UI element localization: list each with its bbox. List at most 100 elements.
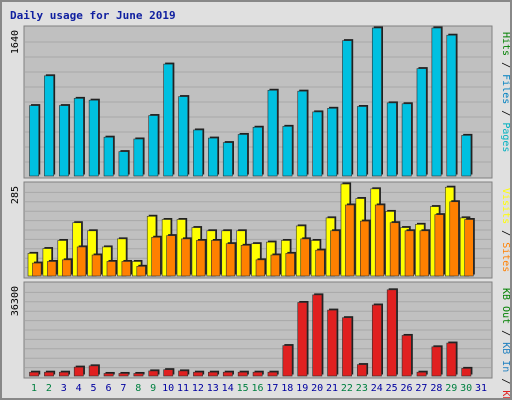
x-tick-label-day-16: 16 xyxy=(251,383,263,394)
legend-item: Sites xyxy=(500,242,510,272)
bar-hits-day-7 xyxy=(118,151,129,177)
bar-hits-day-17 xyxy=(267,89,278,177)
bar-kb-f-day-21 xyxy=(327,309,338,377)
bar-kb-f-day-25 xyxy=(386,289,397,377)
y-tick-label-bottom: 36300 xyxy=(10,286,21,316)
bar-hits-day-30 xyxy=(461,135,472,177)
bar-kb-f-day-29 xyxy=(446,342,457,377)
bar-hits-day-12 xyxy=(193,129,203,177)
bar-kb-f-day-3 xyxy=(58,371,69,377)
bar-hits-day-24 xyxy=(371,27,382,177)
bar-sites-day-12 xyxy=(196,240,206,277)
bar-kb-f-day-15 xyxy=(237,371,248,377)
x-tick-label-day-3: 3 xyxy=(61,383,67,394)
bar-kb-f-day-12 xyxy=(193,371,203,377)
bar-sites-day-13 xyxy=(211,240,221,277)
bar-hits-day-20 xyxy=(312,111,323,177)
bar-kb-f-day-24 xyxy=(371,304,382,377)
x-tick-label-day-30: 30 xyxy=(460,383,472,394)
bar-sites-day-7 xyxy=(121,261,131,277)
bar-kb-f-day-17 xyxy=(267,371,278,377)
y-tick-label-top: 1640 xyxy=(10,30,21,54)
bar-sites-day-16 xyxy=(255,259,265,277)
x-tick-label-day-27: 27 xyxy=(415,383,427,394)
bar-hits-day-25 xyxy=(386,102,397,177)
bar-hits-day-27 xyxy=(416,68,427,177)
x-tick-label-day-1: 1 xyxy=(31,383,37,394)
bar-hits-day-15 xyxy=(237,134,248,177)
bar-hits-day-23 xyxy=(357,106,367,177)
bar-kb-f-day-8 xyxy=(133,373,144,377)
bar-hits-day-16 xyxy=(252,126,263,177)
bar-kb-f-day-27 xyxy=(416,371,427,377)
x-tick-label-day-14: 14 xyxy=(222,383,234,394)
x-tick-label-day-21: 21 xyxy=(326,383,338,394)
bar-kb-f-day-30 xyxy=(461,368,472,377)
bar-sites-day-26 xyxy=(404,230,414,277)
x-tick-label-day-13: 13 xyxy=(207,383,219,394)
bar-kb-f-day-7 xyxy=(118,373,129,377)
x-tick-label-day-5: 5 xyxy=(91,383,97,394)
x-tick-label-day-24: 24 xyxy=(371,383,383,394)
bar-sites-day-5 xyxy=(91,254,102,277)
bar-kb-f-day-18 xyxy=(282,345,293,377)
bar-hits-day-19 xyxy=(297,90,308,177)
bar-sites-day-21 xyxy=(330,230,340,277)
bar-hits-day-14 xyxy=(222,142,233,177)
x-tick-label-day-28: 28 xyxy=(430,383,442,394)
x-tick-label-day-25: 25 xyxy=(386,383,398,394)
bar-kb-f-day-1 xyxy=(29,371,40,377)
x-tick-label-day-2: 2 xyxy=(46,383,52,394)
bar-hits-day-2 xyxy=(44,75,54,177)
bar-hits-day-28 xyxy=(431,27,442,177)
bar-sites-day-28 xyxy=(434,214,444,277)
bar-sites-day-3 xyxy=(61,259,72,277)
bar-hits-day-3 xyxy=(58,105,69,177)
bar-hits-day-26 xyxy=(401,103,412,177)
x-tick-label-day-7: 7 xyxy=(120,383,126,394)
x-tick-label-day-17: 17 xyxy=(266,383,278,394)
legend-top: Hits / Files / Pages xyxy=(500,32,510,152)
bar-kb-f-day-23 xyxy=(357,364,367,377)
legend-bottom: KB Out / KB In / KB F xyxy=(500,288,510,398)
bar-hits-day-21 xyxy=(327,108,338,177)
bar-hits-day-9 xyxy=(148,115,159,177)
y-tick-label-middle: 285 xyxy=(10,186,21,204)
bar-kb-f-day-20 xyxy=(312,294,323,377)
bar-sites-day-18 xyxy=(285,253,295,277)
bar-sites-day-11 xyxy=(181,238,191,277)
bar-sites-day-20 xyxy=(315,249,325,277)
bar-hits-day-13 xyxy=(208,137,218,177)
bar-kb-f-day-26 xyxy=(401,335,412,377)
bar-hits-day-29 xyxy=(446,34,457,177)
bar-kb-f-day-11 xyxy=(178,370,189,377)
bar-sites-day-9 xyxy=(151,236,161,277)
x-tick-label-day-8: 8 xyxy=(135,383,141,394)
bar-sites-day-8 xyxy=(136,266,146,277)
bar-sites-day-27 xyxy=(419,230,429,277)
bar-kb-f-day-13 xyxy=(208,371,218,377)
x-tick-label-day-4: 4 xyxy=(76,383,82,394)
bar-sites-day-25 xyxy=(389,222,400,277)
bar-kb-f-day-5 xyxy=(88,365,99,377)
bar-hits-day-10 xyxy=(163,63,174,177)
x-tick-label-day-12: 12 xyxy=(192,383,204,394)
bar-hits-day-8 xyxy=(133,138,144,177)
x-tick-label-day-9: 9 xyxy=(150,383,156,394)
legend-item: KB In xyxy=(500,342,510,372)
bar-sites-day-29 xyxy=(449,201,459,277)
legend-item: KB F xyxy=(500,390,510,398)
bar-sites-day-1 xyxy=(32,262,42,277)
bar-hits-day-4 xyxy=(73,98,84,177)
legend-item: Files xyxy=(500,74,510,104)
bar-kb-f-day-19 xyxy=(297,302,308,377)
legend-item: Hits xyxy=(500,32,510,56)
legend-middle: Visits / Sites xyxy=(500,188,510,272)
x-tick-label-day-20: 20 xyxy=(311,383,323,394)
bar-kb-f-day-16 xyxy=(252,371,263,377)
bar-kb-f-day-28 xyxy=(431,346,442,377)
bar-sites-day-2 xyxy=(47,261,57,277)
bar-kb-f-day-4 xyxy=(73,366,84,377)
x-tick-label-day-26: 26 xyxy=(401,383,413,394)
